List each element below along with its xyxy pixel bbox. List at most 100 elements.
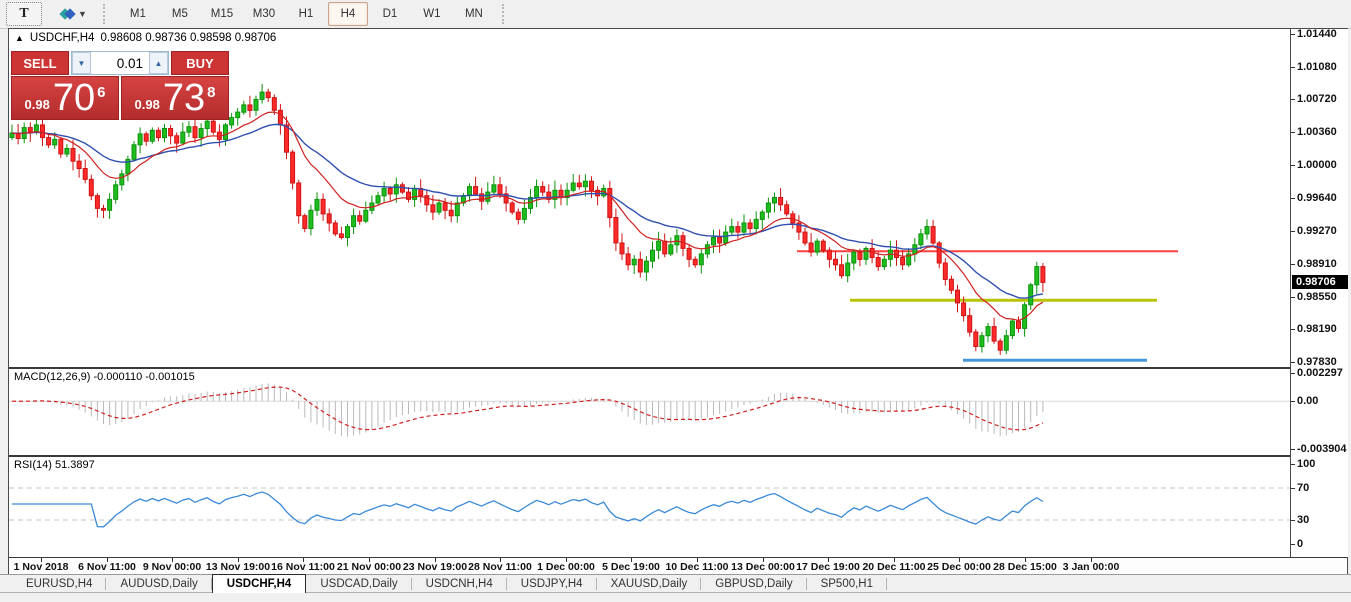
rsi-label: RSI(14) 51.3897 (14, 459, 95, 471)
rsi-tick-30-tick (1291, 520, 1295, 521)
buy-price-big: 73 (163, 79, 205, 117)
sell-price-display[interactable]: 0.98 70 6 (11, 76, 119, 120)
sell-price-pip: 6 (97, 84, 105, 101)
price-tick-0.98910: 0.98910 (1297, 258, 1337, 270)
price-tick-1.00360-tick (1291, 132, 1295, 133)
timeframe-button-mn[interactable]: MN (454, 2, 494, 26)
time-label: 17 Dec 19:00 (796, 561, 860, 573)
timeframe-button-m5[interactable]: M5 (160, 2, 200, 26)
volume-decrease-button[interactable]: ▼ (72, 52, 91, 74)
macd-label: MACD(12,26,9) -0.000110 -0.001015 (14, 371, 195, 383)
time-label: 1 Dec 00:00 (537, 561, 595, 573)
buy-button[interactable]: BUY (171, 51, 229, 75)
ma-slow-line (12, 124, 1043, 298)
price-tick-1.00000: 1.00000 (1297, 159, 1337, 171)
price-tick-1.00000-tick (1291, 165, 1295, 166)
price-tick-1.01080: 1.01080 (1297, 61, 1337, 73)
timeframe-button-m15[interactable]: M15 (202, 2, 242, 26)
price-tick-0.98190-tick (1291, 329, 1295, 330)
macd-tick--0.003904-tick (1291, 449, 1295, 450)
time-label: 21 Nov 00:00 (337, 561, 401, 573)
current-price-tag: 0.98706 (1292, 275, 1348, 289)
chart-ohlc-values: 0.98608 0.98736 0.98598 0.98706 (100, 32, 276, 44)
time-label: 5 Dec 19:00 (602, 561, 660, 573)
macd-histogram (12, 383, 1043, 436)
sell-price-big: 70 (53, 79, 95, 117)
price-tick-1.01080-tick (1291, 67, 1295, 68)
rsi-tick-70: 70 (1297, 482, 1309, 494)
chevron-down-icon: ▼ (78, 9, 87, 19)
price-tick-0.99640-tick (1291, 198, 1295, 199)
macd-tick-0.002297-tick (1291, 373, 1295, 374)
chart-tab-usdchf[interactable]: USDCHF,H4 (212, 574, 307, 593)
price-axis: 1.014401.010801.007201.003601.000000.996… (1290, 29, 1348, 557)
price-tick-0.99270-tick (1291, 231, 1295, 232)
macd-signal-line (12, 387, 1043, 430)
ma-fast-line (12, 112, 1043, 320)
time-label: 9 Nov 00:00 (143, 561, 201, 573)
price-tick-0.98910-tick (1291, 264, 1295, 265)
rsi-tick-0-tick (1291, 544, 1295, 545)
rsi-tick-100: 100 (1297, 458, 1315, 470)
macd-panel[interactable]: MACD(12,26,9) -0.000110 -0.001015 (9, 369, 1290, 455)
time-label: 10 Dec 11:00 (665, 561, 728, 573)
price-tick-0.98550-tick (1291, 297, 1295, 298)
chart-tab-xauusd[interactable]: XAUUSD,Daily (597, 575, 702, 593)
rsi-tick-0: 0 (1297, 538, 1303, 550)
rsi-panel[interactable]: RSI(14) 51.3897 (9, 457, 1290, 557)
volume-value[interactable]: 0.01 (91, 52, 149, 74)
timeframe-button-h4[interactable]: H4 (328, 2, 368, 26)
buy-price-display[interactable]: 0.98 73 8 (121, 76, 229, 120)
time-label: 3 Jan 00:00 (1063, 561, 1120, 573)
mt4-application: T ▼ M1M5M15M30H1H4D1W1MN ▲ USDCHF,H4 0.9… (0, 0, 1351, 602)
chart-tab-sp500[interactable]: SP500,H1 (807, 575, 887, 593)
text-tool-button[interactable]: T (6, 2, 42, 26)
macd-tick-0.00-tick (1291, 401, 1295, 402)
time-label: 13 Dec 00:00 (731, 561, 795, 573)
volume-stepper[interactable]: ▼ 0.01 ▲ (71, 51, 169, 75)
toolbar-grip (103, 4, 110, 24)
chart-window: ▲ USDCHF,H4 0.98608 0.98736 0.98598 0.98… (8, 28, 1348, 577)
timeframe-button-d1[interactable]: D1 (370, 2, 410, 26)
time-label: 16 Nov 11:00 (271, 561, 335, 573)
time-label: 23 Nov 19:00 (403, 561, 467, 573)
timeframe-button-m1[interactable]: M1 (118, 2, 158, 26)
rsi-tick-30: 30 (1297, 514, 1309, 526)
buy-price-prefix: 0.98 (135, 97, 160, 112)
price-tick-1.00720-tick (1291, 99, 1295, 100)
macd-tick-0.002297: 0.002297 (1297, 367, 1343, 379)
toolbar-grip-2 (502, 4, 509, 24)
chart-tab-bar: EURUSD,H4AUDUSD,DailyUSDCHF,H4USDCAD,Dai… (0, 574, 1351, 593)
time-label: 25 Dec 00:00 (927, 561, 991, 573)
price-tick-1.00360: 1.00360 (1297, 126, 1337, 138)
sell-button[interactable]: SELL (11, 51, 69, 75)
rsi-tick-100-tick (1291, 464, 1295, 465)
rsi-line (12, 492, 1043, 527)
price-tick-0.99270: 0.99270 (1297, 225, 1337, 237)
chart-tab-audusd[interactable]: AUDUSD,Daily (106, 575, 211, 593)
chart-symbol-label: USDCHF,H4 (30, 32, 95, 44)
price-tick-1.01440: 1.01440 (1297, 28, 1337, 40)
price-tick-0.99640: 0.99640 (1297, 192, 1337, 204)
macd-tick--0.003904: -0.003904 (1297, 443, 1347, 455)
chart-tab-usdcad[interactable]: USDCAD,Daily (306, 575, 411, 593)
price-tick-0.97830-tick (1291, 362, 1295, 363)
time-label: 1 Nov 2018 (14, 561, 69, 573)
chart-tab-gbpusd[interactable]: GBPUSD,Daily (701, 575, 806, 593)
chart-tab-eurusd[interactable]: EURUSD,H4 (12, 575, 106, 593)
timeframe-button-h1[interactable]: H1 (286, 2, 326, 26)
timeframe-button-w1[interactable]: W1 (412, 2, 452, 26)
buy-price-pip: 8 (207, 84, 215, 101)
time-label: 6 Nov 11:00 (78, 561, 136, 573)
chart-tab-usdcnh[interactable]: USDCNH,H4 (412, 575, 507, 593)
volume-increase-button[interactable]: ▲ (149, 52, 168, 74)
chart-tab-usdjpy[interactable]: USDJPY,H4 (507, 575, 597, 593)
drawing-tool-button[interactable]: ▼ (53, 2, 95, 26)
macd-tick-0.00: 0.00 (1297, 395, 1318, 407)
status-bar (0, 592, 1351, 602)
rsi-tick-70-tick (1291, 488, 1295, 489)
timeframe-button-m30[interactable]: M30 (244, 2, 284, 26)
time-label: 13 Nov 19:00 (206, 561, 270, 573)
timeframe-toolbar: T ▼ M1M5M15M30H1H4D1W1MN (0, 0, 1351, 29)
sell-price-prefix: 0.98 (25, 97, 50, 112)
